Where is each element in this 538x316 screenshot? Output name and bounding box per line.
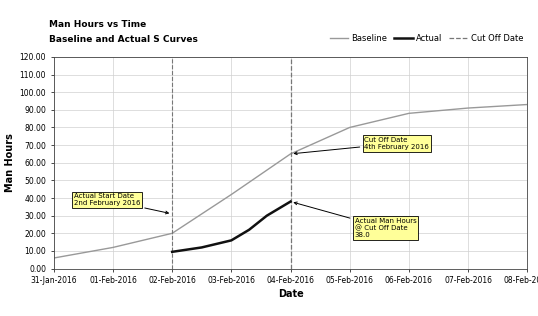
Text: Man Hours vs Time: Man Hours vs Time	[49, 20, 146, 29]
Text: Actual Man Hours
@ Cut Off Date
38.0: Actual Man Hours @ Cut Off Date 38.0	[294, 202, 416, 238]
Y-axis label: Man Hours: Man Hours	[5, 133, 16, 192]
Text: Baseline and Actual S Curves: Baseline and Actual S Curves	[49, 35, 198, 44]
Text: Actual Start Date
2nd February 2016: Actual Start Date 2nd February 2016	[74, 193, 168, 214]
Text: Cut Off Date
4th February 2016: Cut Off Date 4th February 2016	[294, 137, 429, 155]
X-axis label: Date: Date	[278, 289, 303, 299]
Legend: Baseline, Actual, Cut Off Date: Baseline, Actual, Cut Off Date	[330, 33, 523, 43]
